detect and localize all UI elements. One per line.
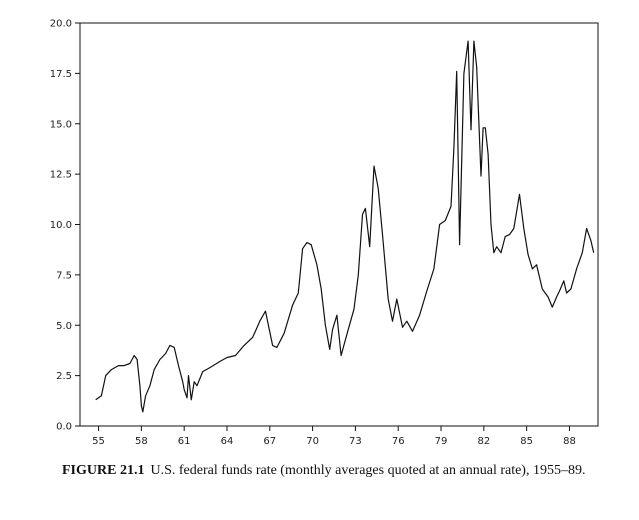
chart-ticks: 0.0 2.5 5.0 7.5 10.0 12.5 15.0 17.5 20.0 55 58 61 64…: [50, 19, 576, 448]
chart-series-layer: [95, 40, 595, 413]
x-tick-label: 61: [178, 436, 191, 447]
x-tick-label: 82: [477, 436, 490, 447]
x-tick-label: 79: [435, 436, 448, 447]
series-line: [95, 40, 595, 413]
x-tick-label: 55: [92, 436, 105, 447]
x-tick-label: 64: [221, 436, 234, 447]
caption-text: U.S. federal funds rate (monthly average…: [150, 463, 586, 478]
y-tick-label: 5.0: [56, 321, 72, 332]
x-tick-label: 76: [392, 436, 405, 447]
y-tick-label: 17.5: [50, 69, 72, 80]
federal-funds-rate-chart: 0.0 2.5 5.0 7.5 10.0 12.5 15.0 17.5 20.0 55 58 61 64…: [50, 19, 599, 448]
chart-axes: [79, 22, 599, 427]
x-tick-label: 70: [306, 436, 319, 447]
y-tick-label: 20.0: [50, 19, 72, 30]
figure-number: FIGURE 21.1: [62, 463, 145, 478]
y-tick-label: 2.5: [56, 371, 72, 382]
x-tick-label: 73: [349, 436, 362, 447]
y-tick-label: 15.0: [50, 119, 72, 130]
x-tick-label: 58: [135, 436, 148, 447]
x-tick-label: 85: [520, 436, 533, 447]
figure-caption: FIGURE 21.1 U.S. federal funds rate (mont…: [62, 462, 622, 480]
y-tick-label: 7.5: [56, 270, 72, 281]
y-tick-label: 10.0: [50, 220, 72, 231]
x-tick-label: 67: [263, 436, 276, 447]
y-tick-label: 0.0: [56, 422, 72, 433]
y-tick-label: 12.5: [50, 170, 72, 181]
plot-frame: [79, 22, 599, 427]
x-tick-label: 88: [563, 436, 576, 447]
